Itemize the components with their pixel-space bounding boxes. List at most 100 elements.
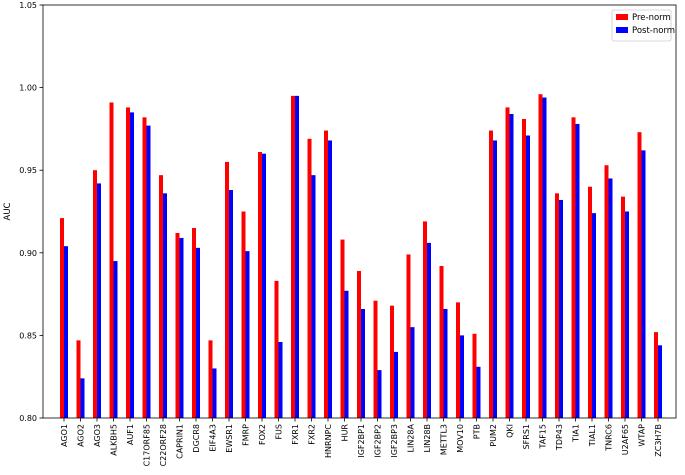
bar-pre-norm-dgcr8 [192, 228, 196, 418]
bar-post-norm-eif4a3 [212, 368, 217, 418]
bar-post-norm-ago3 [97, 183, 101, 418]
x-tick-label-taf15: TAF15 [539, 424, 548, 450]
x-tick-label-wtap: WTAP [638, 424, 647, 447]
x-tick-label-qki: QKI [506, 424, 515, 438]
x-tick-label-caprin1: CAPRIN1 [176, 424, 185, 459]
bar-post-norm-igf2bp1 [361, 308, 365, 418]
bar-pre-norm-pum2 [489, 130, 493, 419]
bar-pre-norm-ptb [472, 333, 477, 418]
bar-post-norm-caprin1 [179, 237, 184, 418]
bar-post-norm-hnrnpc [328, 140, 332, 418]
x-tick-label-ago1: AGO1 [60, 424, 69, 447]
x-tick-label-zc3h7b: ZC3H7B [654, 424, 663, 457]
bar-post-norm-u2af65 [625, 211, 629, 418]
bar-pre-norm-qki [505, 107, 510, 419]
bar-pre-norm-caprin1 [175, 232, 180, 418]
bar-pre-norm-ewsr1 [225, 161, 229, 418]
y-tick-label: 1.00 [19, 84, 37, 93]
bar-pre-norm-ago3 [93, 170, 97, 418]
bar-pre-norm-fus [274, 280, 279, 418]
bar-post-norm-qki [509, 114, 514, 418]
bar-post-norm-c22orf28 [163, 193, 167, 418]
bar-pre-norm-wtap [637, 132, 642, 418]
bar-pre-norm-mettl3 [439, 266, 444, 418]
bar-pre-norm-mov10 [456, 302, 460, 418]
x-tick-label-ago2: AGO2 [77, 424, 86, 447]
bar-pre-norm-fmrp [241, 211, 246, 418]
x-tick-label-ago3: AGO3 [93, 424, 102, 447]
bar-post-norm-taf15 [542, 97, 547, 418]
bar-post-norm-igf2bp2 [377, 370, 382, 418]
legend-swatch-post-norm [616, 27, 628, 33]
bar-pre-norm-c17orf85 [142, 117, 147, 418]
legend-label-pre-norm: Pre-norm [632, 13, 671, 23]
bar-post-norm-ago2 [80, 378, 85, 418]
bar-post-norm-fmrp [245, 251, 250, 418]
bar-pre-norm-igf2bp2 [373, 300, 378, 418]
bar-post-norm-mov10 [460, 335, 464, 418]
x-tick-label-lin28a: LIN28A [407, 423, 416, 452]
x-tick-label-fxr1: FXR1 [291, 424, 300, 445]
bar-post-norm-c17orf85 [146, 125, 151, 418]
bar-pre-norm-zc3h7b [654, 332, 658, 418]
x-tick-label-fmrp: FMRP [242, 424, 251, 446]
bar-post-norm-ptb [476, 366, 481, 418]
x-tick-label-tdp43: TDP43 [555, 424, 564, 451]
plot-frame [42, 4, 677, 419]
y-tick-label: 0.95 [19, 166, 37, 175]
bar-post-norm-hur [344, 290, 349, 418]
y-tick-label: 0.90 [19, 249, 37, 258]
bar-post-norm-ewsr1 [229, 190, 233, 418]
bar-pre-norm-ago2 [76, 340, 81, 418]
x-tick-label-sfrs1: SFRS1 [522, 424, 531, 449]
bar-post-norm-tnrc6 [608, 178, 613, 418]
x-tick-label-ptb: PTB [473, 424, 482, 439]
x-tick-label-eif4a3: EIF4A3 [209, 424, 218, 452]
bar-pre-norm-c22orf28 [159, 175, 163, 418]
bar-post-norm-wtap [641, 150, 646, 418]
bar-pre-norm-fxr1 [291, 95, 295, 419]
x-tick-label-c17orf85: C17ORF85 [143, 424, 152, 466]
bar-post-norm-tia1 [575, 123, 580, 418]
bar-post-norm-auf1 [130, 112, 134, 418]
x-tick-label-hur: HUR [341, 424, 350, 442]
bar-post-norm-lin28b [427, 242, 431, 418]
x-tick-label-hnrnpc: HNRNPC [324, 424, 333, 458]
bar-pre-norm-fox2 [258, 152, 262, 418]
bar-post-norm-ago1 [64, 246, 68, 418]
bar-post-norm-tdp43 [559, 199, 563, 418]
x-tick-label-alkbh5: ALKBH5 [110, 424, 119, 456]
y-axis: 0.80 0.85 0.90 0.95 1.00 1.05 [19, 1, 43, 423]
bar-pre-norm-alkbh5 [109, 102, 114, 418]
x-tick-label-fox2: FOX2 [258, 424, 267, 445]
bar-pre-norm-taf15 [538, 94, 543, 419]
bar-pre-norm-lin28a [406, 254, 411, 418]
bar-pre-norm-tial1 [588, 186, 592, 418]
bar-post-norm-lin28a [410, 327, 415, 418]
bar-pre-norm-igf2bp1 [357, 270, 361, 418]
bar-post-norm-alkbh5 [113, 261, 118, 418]
x-tick-label-mettl3: METTL3 [440, 424, 449, 455]
y-axis-label: AUC [3, 202, 13, 220]
x-tick-label-mov10: MOV10 [456, 424, 465, 453]
bar-pre-norm-ago1 [60, 218, 64, 418]
bar-post-norm-sfrs1 [526, 135, 530, 418]
x-tick-label-dgcr8: DGCR8 [192, 424, 201, 453]
bar-post-norm-zc3h7b [658, 345, 662, 418]
bar-post-norm-pum2 [493, 140, 497, 418]
bar-post-norm-mettl3 [443, 308, 448, 418]
x-tick-label-fus: FUS [275, 424, 284, 440]
bar-post-norm-fxr2 [311, 175, 316, 418]
bar-post-norm-tial1 [592, 213, 596, 418]
legend-swatch-pre-norm [616, 14, 628, 20]
x-tick-label-fxr2: FXR2 [308, 424, 317, 445]
legend-label-post-norm: Post-norm [632, 26, 675, 36]
bar-pre-norm-sfrs1 [522, 118, 526, 419]
x-tick-label-tial1: TIAL1 [588, 424, 597, 447]
x-tick-label-tia1: TIA1 [572, 424, 581, 443]
x-tick-label-c22orf28: C22ORF28 [159, 424, 168, 466]
x-tick-label-lin28b: LIN28B [423, 424, 432, 452]
bar-post-norm-dgcr8 [196, 247, 200, 418]
bar-pre-norm-lin28b [423, 221, 427, 418]
